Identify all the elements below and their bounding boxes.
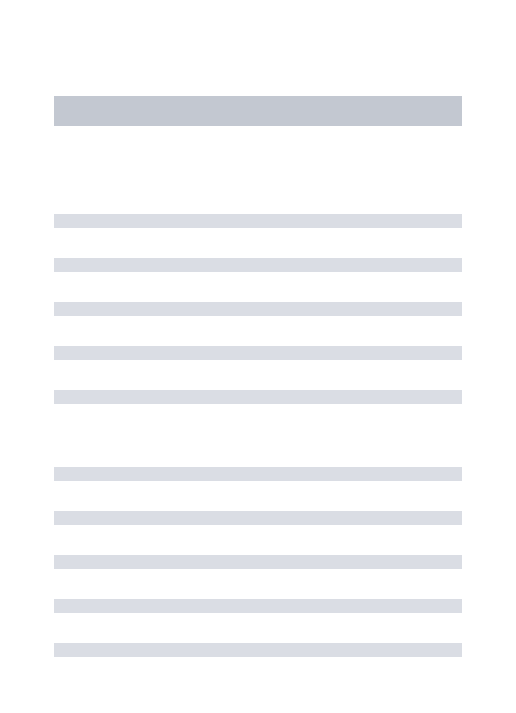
section2-line [54,599,462,613]
section2-line [54,643,462,657]
skeleton-page [0,0,516,713]
section1-line [54,302,462,316]
section1-line [54,258,462,272]
section1-line [54,346,462,360]
section2-line [54,467,462,481]
section2-line [54,555,462,569]
section2-line [54,511,462,525]
section1-line [54,214,462,228]
header-placeholder [54,96,462,126]
section1-line [54,390,462,404]
